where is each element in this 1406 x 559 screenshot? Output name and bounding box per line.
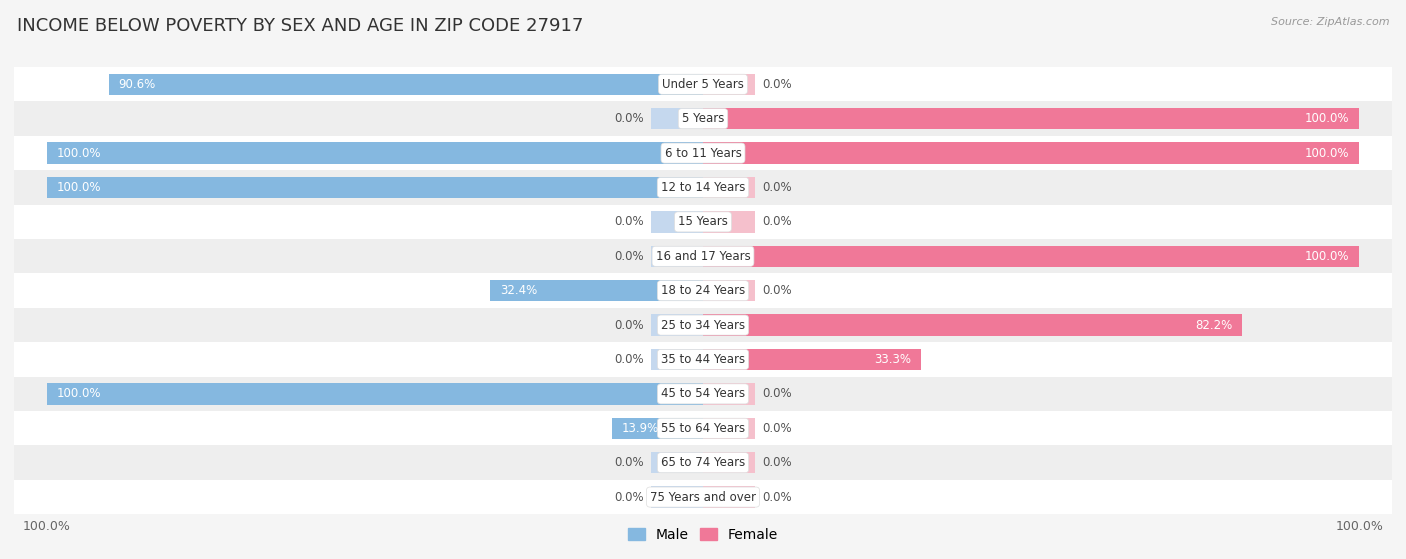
Text: 100.0%: 100.0% (1305, 112, 1350, 125)
Bar (14, 411, 1392, 446)
Text: 90.6%: 90.6% (118, 78, 156, 91)
Bar (703, 108, 755, 129)
Bar (14, 136, 1392, 170)
Bar (703, 177, 755, 198)
Bar (46, 143, 703, 164)
Text: 6 to 11 Years: 6 to 11 Years (665, 146, 741, 159)
Text: 12 to 14 Years: 12 to 14 Years (661, 181, 745, 194)
Bar (14, 273, 1392, 308)
Text: 65 to 74 Years: 65 to 74 Years (661, 456, 745, 469)
Bar (14, 102, 1392, 136)
Bar (651, 108, 703, 129)
Text: 100.0%: 100.0% (56, 387, 101, 400)
Text: 5 Years: 5 Years (682, 112, 724, 125)
Bar (651, 280, 703, 301)
Bar (651, 349, 703, 370)
Text: 100.0%: 100.0% (56, 181, 101, 194)
Bar (703, 211, 755, 233)
Bar (703, 143, 1360, 164)
Text: Under 5 Years: Under 5 Years (662, 78, 744, 91)
Bar (703, 314, 755, 336)
Bar (703, 349, 755, 370)
Text: 0.0%: 0.0% (762, 181, 792, 194)
Bar (14, 239, 1392, 273)
Text: 75 Years and over: 75 Years and over (650, 491, 756, 504)
Bar (651, 74, 703, 95)
Text: INCOME BELOW POVERTY BY SEX AND AGE IN ZIP CODE 27917: INCOME BELOW POVERTY BY SEX AND AGE IN Z… (17, 17, 583, 35)
Bar (703, 452, 755, 473)
Text: 33.3%: 33.3% (875, 353, 911, 366)
Text: 0.0%: 0.0% (762, 215, 792, 229)
Text: 15 Years: 15 Years (678, 215, 728, 229)
Text: 82.2%: 82.2% (1195, 319, 1233, 331)
Text: 100.0%: 100.0% (1305, 250, 1350, 263)
Text: 16 and 17 Years: 16 and 17 Years (655, 250, 751, 263)
Bar (14, 67, 1392, 102)
Bar (703, 383, 755, 405)
Bar (703, 245, 755, 267)
Text: 25 to 34 Years: 25 to 34 Years (661, 319, 745, 331)
Bar (703, 108, 1360, 129)
Text: 0.0%: 0.0% (614, 112, 644, 125)
Bar (703, 486, 755, 508)
Text: 0.0%: 0.0% (614, 353, 644, 366)
Text: 0.0%: 0.0% (762, 387, 792, 400)
Text: 55 to 64 Years: 55 to 64 Years (661, 422, 745, 435)
Text: 0.0%: 0.0% (762, 491, 792, 504)
Text: 0.0%: 0.0% (762, 456, 792, 469)
Legend: Male, Female: Male, Female (623, 523, 783, 548)
Text: 0.0%: 0.0% (762, 78, 792, 91)
Bar (14, 308, 1392, 342)
Bar (651, 245, 703, 267)
Bar (703, 74, 755, 95)
Bar (14, 205, 1392, 239)
Bar (651, 486, 703, 508)
Text: 0.0%: 0.0% (614, 319, 644, 331)
Bar (14, 170, 1392, 205)
Bar (14, 342, 1392, 377)
Bar (703, 245, 1360, 267)
Bar (108, 74, 703, 95)
Bar (703, 314, 1243, 336)
Bar (651, 383, 703, 405)
Bar (14, 446, 1392, 480)
Text: 0.0%: 0.0% (614, 456, 644, 469)
Text: 35 to 44 Years: 35 to 44 Years (661, 353, 745, 366)
Bar (651, 418, 703, 439)
Text: 18 to 24 Years: 18 to 24 Years (661, 284, 745, 297)
Bar (14, 480, 1392, 514)
Bar (703, 349, 921, 370)
Bar (651, 177, 703, 198)
Text: 0.0%: 0.0% (614, 215, 644, 229)
Text: 45 to 54 Years: 45 to 54 Years (661, 387, 745, 400)
Bar (703, 143, 755, 164)
Bar (651, 143, 703, 164)
Text: 100.0%: 100.0% (56, 146, 101, 159)
Bar (651, 314, 703, 336)
Text: Source: ZipAtlas.com: Source: ZipAtlas.com (1271, 17, 1389, 27)
Bar (651, 452, 703, 473)
Bar (651, 211, 703, 233)
Text: 32.4%: 32.4% (501, 284, 537, 297)
Text: 0.0%: 0.0% (762, 422, 792, 435)
Text: 0.0%: 0.0% (614, 250, 644, 263)
Bar (46, 177, 703, 198)
Bar (14, 377, 1392, 411)
Bar (703, 418, 755, 439)
Text: 0.0%: 0.0% (614, 491, 644, 504)
Bar (46, 383, 703, 405)
Bar (491, 280, 703, 301)
Text: 0.0%: 0.0% (762, 284, 792, 297)
Text: 100.0%: 100.0% (1305, 146, 1350, 159)
Text: 13.9%: 13.9% (621, 422, 659, 435)
Bar (612, 418, 703, 439)
Bar (703, 280, 755, 301)
